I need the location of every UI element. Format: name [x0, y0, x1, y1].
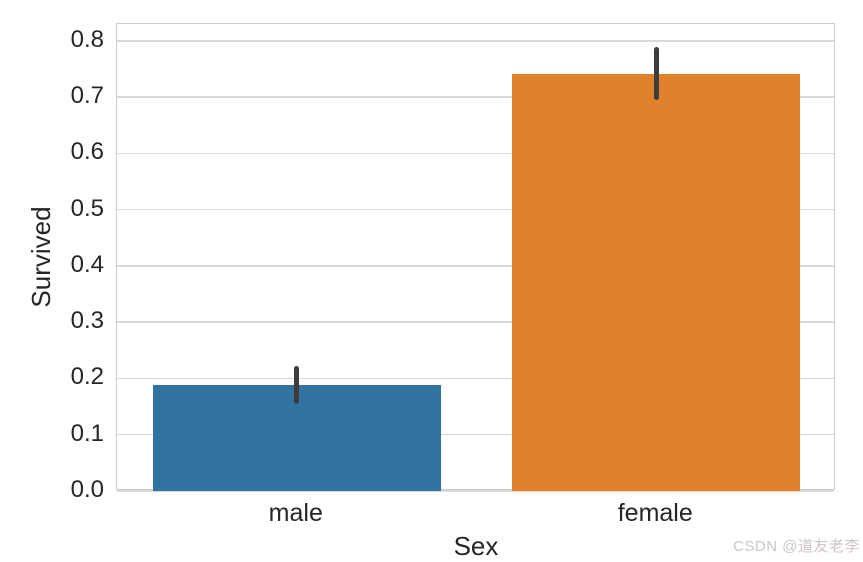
x-tick-label-female: female [617, 499, 693, 527]
y-tick-label: 0.6 [70, 138, 104, 166]
gridline [117, 208, 834, 211]
gridline [117, 377, 834, 380]
error-bar-male [294, 366, 300, 404]
gridline [117, 152, 834, 155]
y-tick-label: 0.7 [70, 82, 104, 110]
y-tick-label: 0.0 [70, 476, 104, 503]
gridline [117, 433, 834, 436]
error-bar-female [653, 46, 659, 100]
plot-area [116, 23, 835, 492]
y-tick-label: 0.4 [70, 250, 104, 278]
gridline [117, 40, 834, 42]
bar-female [512, 73, 801, 491]
x-axis-label: Sex [453, 531, 499, 561]
x-tick-label-male: male [268, 499, 323, 527]
gridline [117, 96, 834, 98]
gridline [117, 321, 834, 323]
y-tick-label: 0.5 [70, 194, 104, 222]
watermark: CSDN @道友老李 [733, 538, 860, 555]
gridline [117, 265, 834, 267]
y-tick-label: 0.2 [70, 363, 104, 391]
y-tick-label: 0.3 [70, 307, 104, 335]
gridline [117, 490, 834, 492]
y-tick-label: 0.8 [70, 25, 104, 53]
y-tick-label: 0.1 [70, 419, 104, 447]
